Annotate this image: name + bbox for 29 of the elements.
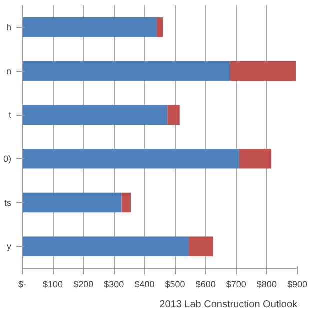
bar [22, 192, 122, 213]
bar [22, 61, 230, 82]
bar [168, 105, 180, 125]
bar [22, 149, 240, 169]
bar [230, 61, 296, 82]
bar [189, 236, 214, 256]
y-tick-label: n [6, 66, 12, 76]
x-tick-label: $700 [226, 280, 246, 290]
text: 2013 Lab Construction Outlook [160, 300, 298, 310]
bar [22, 105, 168, 125]
x-tick-label: $800 [256, 280, 277, 290]
x-tick-label: $900 [287, 280, 308, 290]
x-tick-label: $- [18, 280, 27, 290]
bar [22, 18, 157, 38]
bar [22, 236, 190, 256]
x-tick-label: $200 [74, 280, 94, 290]
y-tick-label: ts [4, 198, 12, 208]
y-tick-label: y [7, 242, 12, 252]
y-tick-label: 0) [4, 154, 12, 164]
y-tick-label: t [9, 110, 12, 120]
x-tick-label: $500 [165, 280, 186, 290]
bar [156, 18, 164, 38]
x-tick-label: $400 [134, 280, 155, 290]
bar [239, 149, 272, 169]
y-tick-label: h [6, 22, 12, 32]
bar [122, 192, 131, 213]
x-tick-label: $600 [196, 280, 216, 290]
x-tick-label: $100 [43, 280, 64, 290]
x-tick-label: $300 [104, 280, 124, 290]
